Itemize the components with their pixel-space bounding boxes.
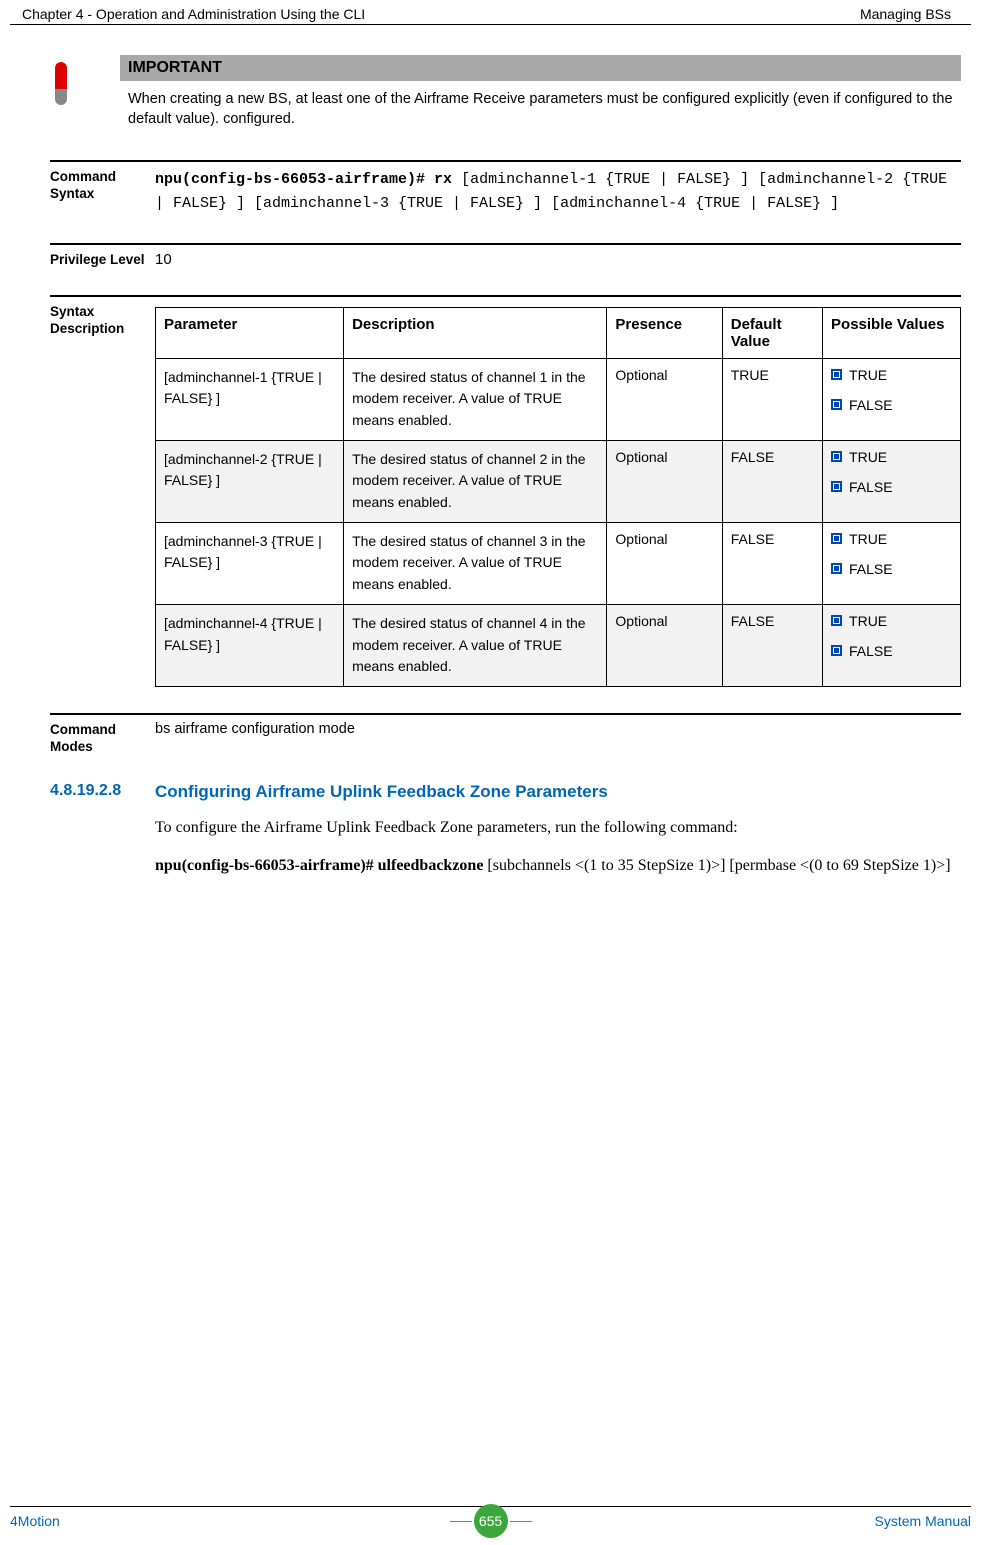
- td-presence: Optional: [607, 522, 722, 604]
- section-command-bold: npu(config-bs-66053-airframe)# ulfeedbac…: [155, 857, 483, 874]
- td-presence: Optional: [607, 604, 722, 686]
- syntax-description-body: Parameter Description Presence Default V…: [155, 295, 961, 687]
- bullet-square-icon: [831, 369, 842, 380]
- th-possible-values: Possible Values: [823, 307, 961, 358]
- possible-value-item: TRUE: [831, 449, 952, 465]
- bullet-square-icon: [831, 645, 842, 656]
- footer-left: 4Motion: [10, 1513, 60, 1529]
- important-main: IMPORTANT When creating a new BS, at lea…: [120, 55, 961, 130]
- table-row: [adminchannel-3 {TRUE | FALSE} ]The desi…: [156, 522, 961, 604]
- possible-value-text: FALSE: [849, 561, 893, 577]
- privilege-level-row: Privilege Level 10: [50, 243, 961, 269]
- section-title: Configuring Airframe Uplink Feedback Zon…: [155, 782, 608, 802]
- section-body: To configure the Airframe Uplink Feedbac…: [155, 816, 961, 840]
- td-default: FALSE: [722, 604, 822, 686]
- td-parameter: [adminchannel-2 {TRUE | FALSE} ]: [156, 440, 344, 522]
- command-syntax-code-bold: npu(config-bs-66053-airframe)# rx: [155, 171, 452, 188]
- possible-value-text: TRUE: [849, 367, 887, 383]
- td-possible: TRUE FALSE: [823, 604, 961, 686]
- possible-value-item: TRUE: [831, 367, 952, 383]
- footer-right: System Manual: [875, 1513, 971, 1529]
- td-description: The desired status of channel 1 in the m…: [344, 358, 607, 440]
- possible-value-text: FALSE: [849, 479, 893, 495]
- td-default: FALSE: [722, 522, 822, 604]
- td-default: TRUE: [722, 358, 822, 440]
- bullet-square-icon: [831, 533, 842, 544]
- possible-value-item: FALSE: [831, 479, 952, 495]
- th-presence: Presence: [607, 307, 722, 358]
- td-possible: TRUE FALSE: [823, 522, 961, 604]
- th-description: Description: [344, 307, 607, 358]
- syntax-description-row: Syntax Description Parameter Description…: [50, 295, 961, 687]
- possible-value-item: TRUE: [831, 613, 952, 629]
- important-text: When creating a new BS, at least one of …: [120, 89, 961, 130]
- command-modes-label: Command Modes: [50, 713, 155, 756]
- command-modes-text: bs airframe configuration mode: [155, 713, 961, 756]
- syntax-description-label: Syntax Description: [50, 295, 155, 687]
- bullet-square-icon: [831, 451, 842, 462]
- td-description: The desired status of channel 4 in the m…: [344, 604, 607, 686]
- possible-value-item: FALSE: [831, 397, 952, 413]
- possible-value-item: FALSE: [831, 643, 952, 659]
- td-presence: Optional: [607, 440, 722, 522]
- important-icon: [55, 65, 67, 105]
- important-heading: IMPORTANT: [120, 55, 961, 81]
- header-left: Chapter 4 - Operation and Administration…: [22, 6, 365, 22]
- privilege-level-value: 10: [155, 243, 961, 269]
- bullet-square-icon: [831, 563, 842, 574]
- footer-hline-right: [510, 1521, 532, 1522]
- possible-value-text: TRUE: [849, 531, 887, 547]
- td-description: The desired status of channel 3 in the m…: [344, 522, 607, 604]
- command-syntax-row: Command Syntax npu(config-bs-66053-airfr…: [50, 160, 961, 218]
- command-syntax-body: npu(config-bs-66053-airframe)# rx [admin…: [155, 160, 961, 218]
- privilege-level-label: Privilege Level: [50, 243, 155, 269]
- td-possible: TRUE FALSE: [823, 358, 961, 440]
- section-command: npu(config-bs-66053-airframe)# ulfeedbac…: [155, 854, 961, 879]
- section-heading-row: 4.8.19.2.8 Configuring Airframe Uplink F…: [50, 782, 961, 802]
- important-icon-col: [50, 55, 120, 130]
- table-row: [adminchannel-2 {TRUE | FALSE} ]The desi…: [156, 440, 961, 522]
- possible-value-item: FALSE: [831, 561, 952, 577]
- page-content: IMPORTANT When creating a new BS, at lea…: [0, 55, 981, 879]
- table-header-row: Parameter Description Presence Default V…: [156, 307, 961, 358]
- td-parameter: [adminchannel-3 {TRUE | FALSE} ]: [156, 522, 344, 604]
- possible-value-text: FALSE: [849, 397, 893, 413]
- syntax-table: Parameter Description Presence Default V…: [155, 307, 961, 687]
- possible-value-text: FALSE: [849, 643, 893, 659]
- footer-hline-left: [450, 1521, 472, 1522]
- command-syntax-label: Command Syntax: [50, 160, 155, 218]
- footer-center: 655: [450, 1504, 532, 1538]
- section-command-rest: [subchannels <(1 to 35 StepSize 1)>] [pe…: [483, 857, 950, 874]
- bullet-square-icon: [831, 399, 842, 410]
- page-header: Chapter 4 - Operation and Administration…: [10, 0, 971, 25]
- page-footer: 4Motion 655 System Manual: [10, 1506, 971, 1529]
- section-number: 4.8.19.2.8: [50, 782, 155, 802]
- td-description: The desired status of channel 2 in the m…: [344, 440, 607, 522]
- possible-value-text: TRUE: [849, 613, 887, 629]
- td-parameter: [adminchannel-4 {TRUE | FALSE} ]: [156, 604, 344, 686]
- important-box: IMPORTANT When creating a new BS, at lea…: [50, 55, 961, 130]
- page-number-badge: 655: [474, 1504, 508, 1538]
- td-parameter: [adminchannel-1 {TRUE | FALSE} ]: [156, 358, 344, 440]
- th-default-value: Default Value: [722, 307, 822, 358]
- possible-value-item: TRUE: [831, 531, 952, 547]
- command-syntax-code: npu(config-bs-66053-airframe)# rx [admin…: [155, 168, 961, 218]
- th-parameter: Parameter: [156, 307, 344, 358]
- td-possible: TRUE FALSE: [823, 440, 961, 522]
- possible-value-text: TRUE: [849, 449, 887, 465]
- bullet-square-icon: [831, 481, 842, 492]
- command-modes-row: Command Modes bs airframe configuration …: [50, 713, 961, 756]
- bullet-square-icon: [831, 615, 842, 626]
- td-presence: Optional: [607, 358, 722, 440]
- header-right: Managing BSs: [860, 6, 951, 22]
- table-row: [adminchannel-1 {TRUE | FALSE} ]The desi…: [156, 358, 961, 440]
- table-row: [adminchannel-4 {TRUE | FALSE} ]The desi…: [156, 604, 961, 686]
- td-default: FALSE: [722, 440, 822, 522]
